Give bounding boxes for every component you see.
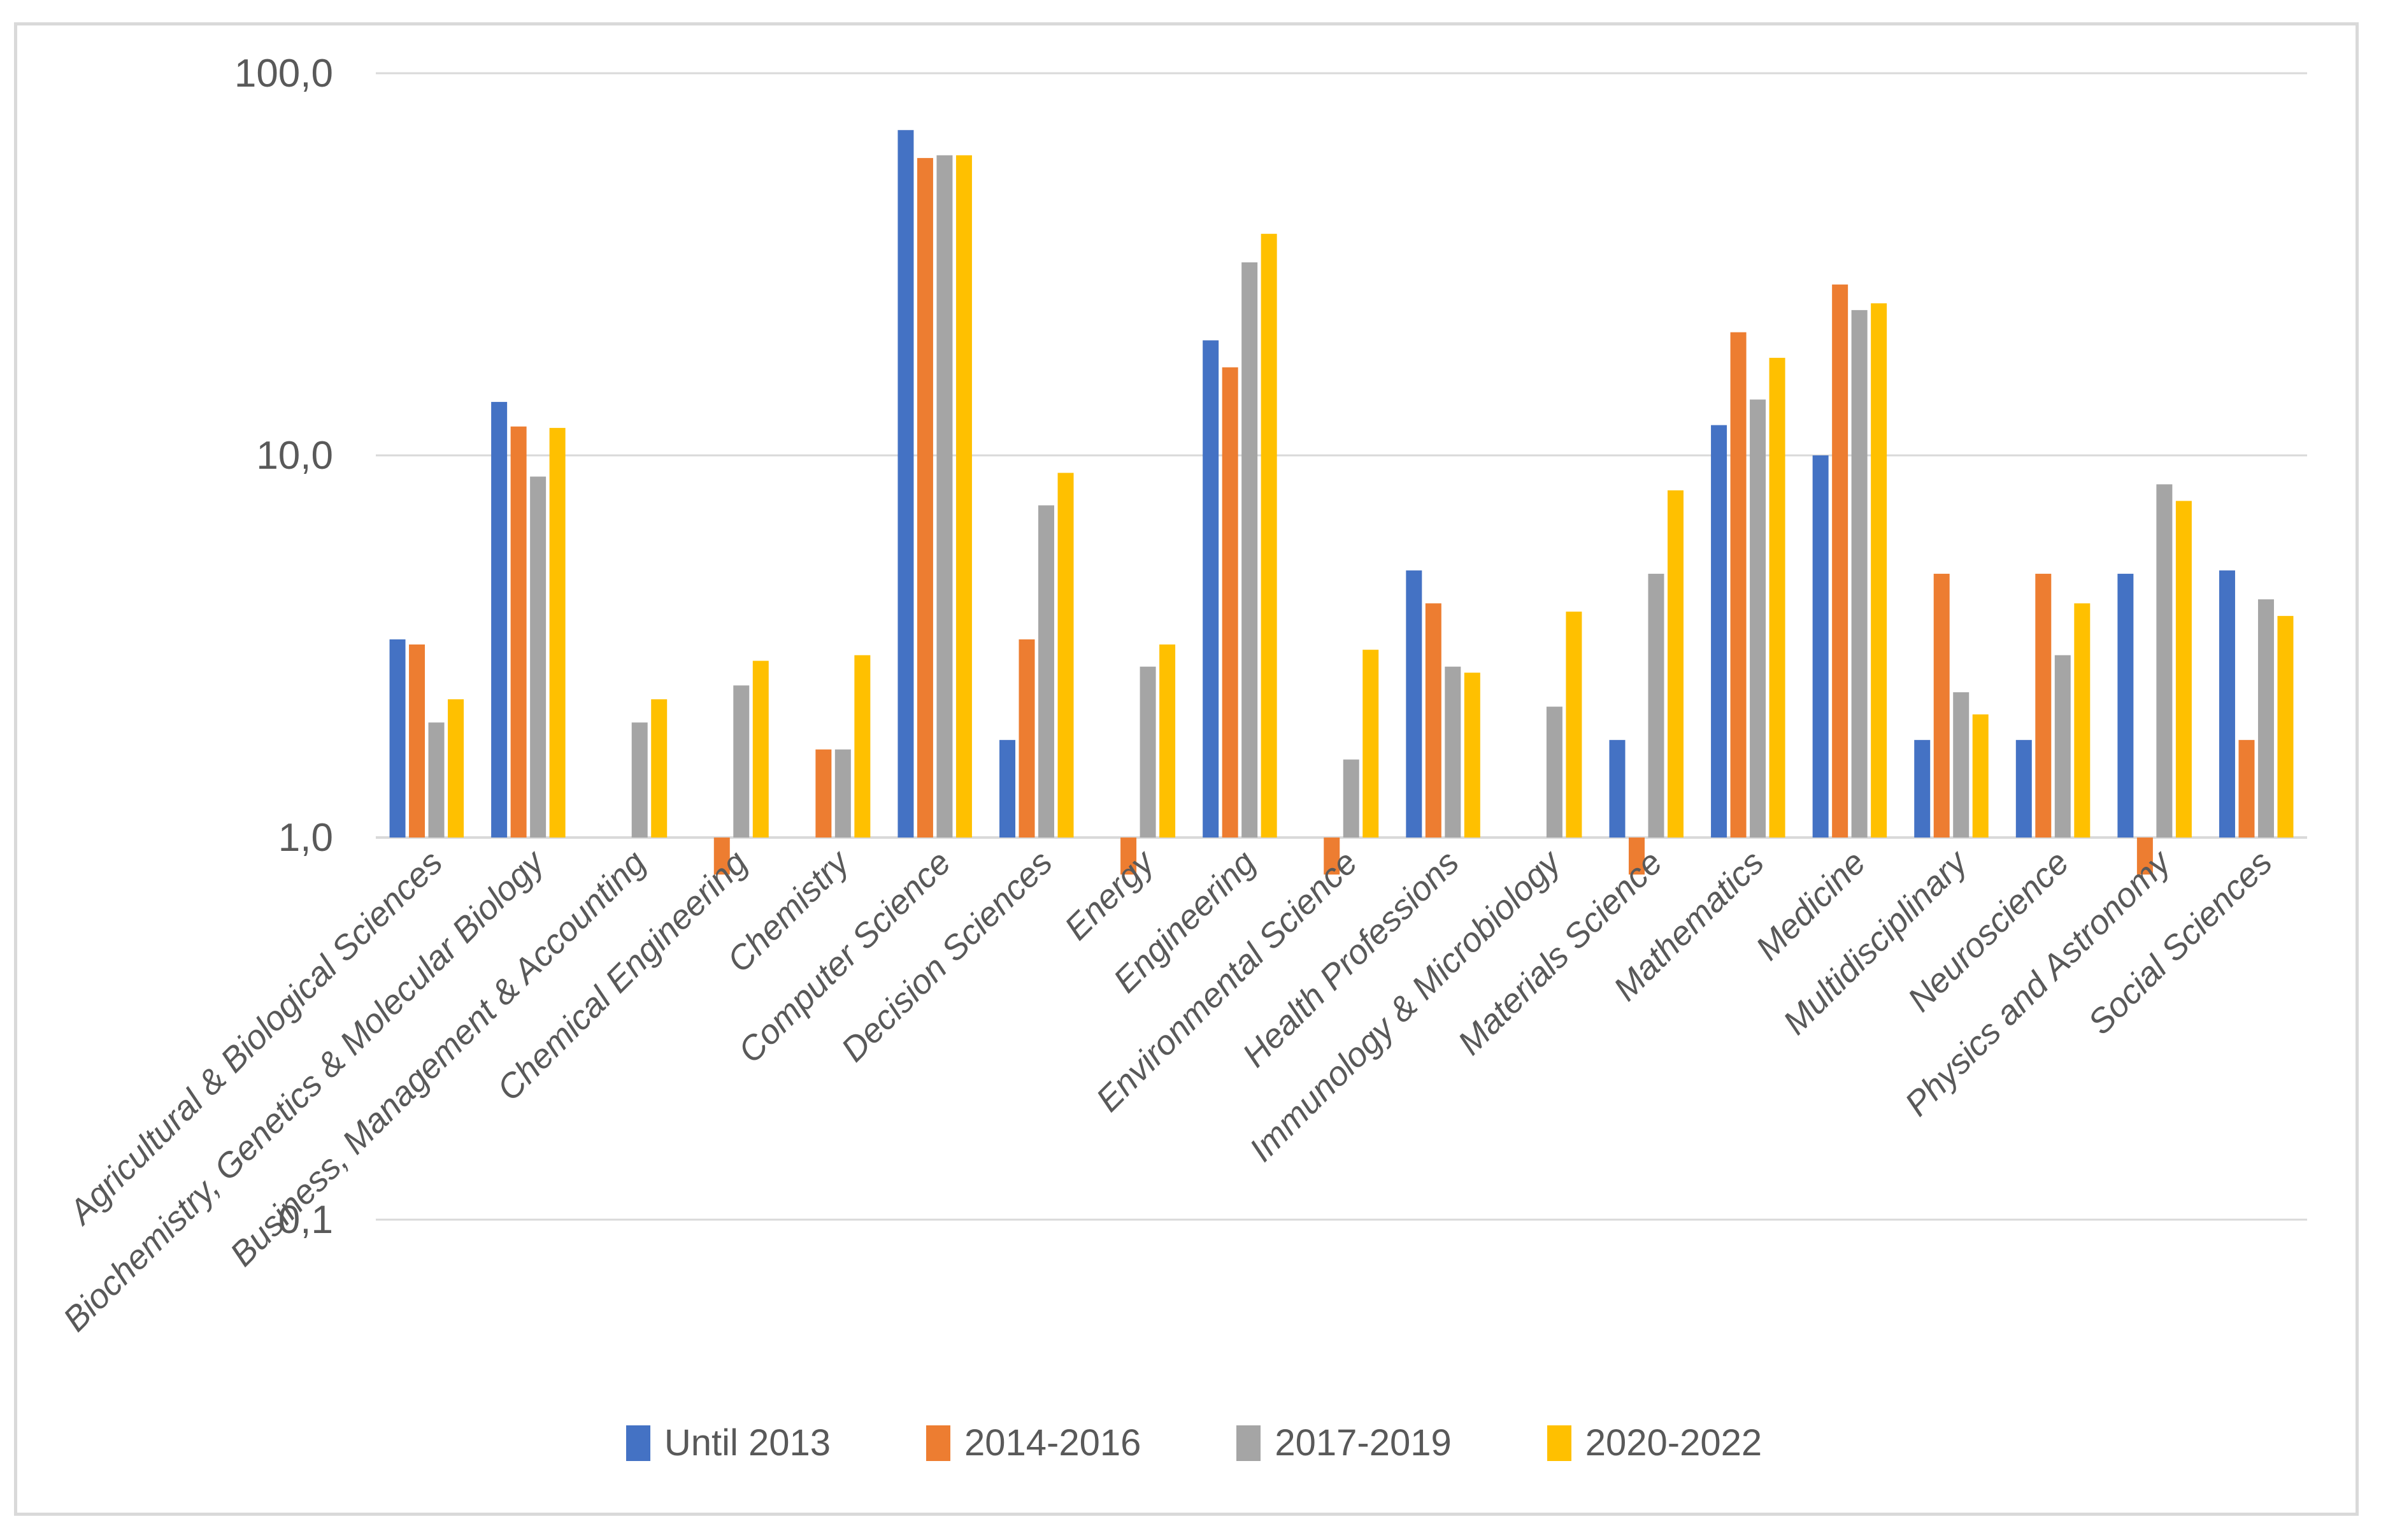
y-tick-label: 100,0 [234, 52, 333, 96]
y-tick-label: 1,0 [278, 816, 333, 860]
bar-series3-cat3 [752, 660, 769, 838]
bar-series1-cat15 [1933, 573, 1950, 838]
bar-series2-cat15 [1953, 692, 1970, 838]
bar-series1-cat1 [510, 426, 527, 838]
legend-swatch [626, 1425, 650, 1461]
bar-series3-cat5 [955, 155, 972, 838]
bar-series1-cat3 [713, 838, 730, 875]
legend-item: 2014-2016 [926, 1422, 1141, 1464]
bar-series1-cat7 [1120, 838, 1137, 875]
bar-series2-cat7 [1140, 666, 1156, 838]
category-label: Social Sciences [2081, 843, 2280, 1042]
bar-series2-cat4 [834, 749, 851, 838]
bar-series3-cat4 [854, 655, 871, 838]
bar-series3-cat8 [1261, 234, 1277, 838]
y-tick-label: 10,0 [256, 434, 333, 478]
legend-swatch [1547, 1425, 1571, 1461]
bar-series0-cat12 [1609, 739, 1626, 838]
bar-series1-cat18 [2238, 739, 2255, 838]
category-label: Biochemistry, Genetics & Molecular Biolo… [56, 842, 553, 1339]
bar-series0-cat13 [1711, 425, 1727, 838]
legend: Until 2013 2014-2016 2017-2019 2020-2022 [0, 1422, 2388, 1464]
legend-label: 2014-2016 [964, 1422, 1141, 1464]
bar-series0-cat10 [1406, 570, 1422, 838]
bar-series0-cat15 [1914, 739, 1931, 838]
bar-series3-cat17 [2175, 501, 2192, 838]
legend-swatch [1236, 1425, 1261, 1461]
bar-series2-cat1 [530, 476, 547, 838]
bar-series2-cat5 [936, 155, 953, 838]
bar-series3-cat15 [1972, 714, 1989, 838]
bar-series3-cat11 [1566, 611, 1582, 838]
bar-series1-cat16 [2035, 573, 2052, 838]
bar-series0-cat5 [897, 130, 914, 838]
bar-series2-cat18 [2257, 599, 2274, 838]
bar-series2-cat11 [1546, 706, 1562, 838]
bar-series3-cat14 [1871, 303, 1887, 838]
bar-series3-cat16 [2074, 603, 2091, 838]
bar-series2-cat0 [428, 722, 445, 838]
bar-series0-cat6 [999, 739, 1016, 838]
bar-series3-cat2 [651, 699, 668, 838]
legend-label: 2020-2022 [1585, 1422, 1762, 1464]
bar-series1-cat14 [1832, 284, 1848, 838]
category-label: Multidisciplinary [1776, 842, 1976, 1042]
category-label: Agricultural & Biological Sciences [61, 843, 450, 1232]
category-label: Business, Management & Accounting [223, 843, 654, 1274]
bar-series3-cat7 [1159, 644, 1176, 838]
bar-series1-cat9 [1324, 838, 1340, 875]
bar-series2-cat3 [733, 685, 750, 838]
bar-series2-cat9 [1343, 759, 1359, 838]
bar-series1-cat6 [1019, 639, 1035, 838]
bar-series3-cat0 [448, 699, 464, 838]
bar-series0-cat8 [1203, 340, 1219, 838]
bar-series3-cat9 [1362, 650, 1379, 838]
bar-series1-cat0 [409, 644, 425, 838]
bar-series2-cat2 [631, 722, 648, 838]
bar-series2-cat17 [2156, 484, 2173, 838]
bar-series1-cat17 [2136, 838, 2153, 875]
bar-series2-cat10 [1445, 666, 1461, 838]
bar-series2-cat12 [1648, 573, 1664, 838]
legend-item: 2020-2022 [1547, 1422, 1762, 1464]
bar-series2-cat14 [1851, 310, 1868, 838]
legend-item: Until 2013 [626, 1422, 831, 1464]
legend-label: 2017-2019 [1275, 1422, 1452, 1464]
bar-series2-cat13 [1750, 399, 1766, 838]
legend-item: 2017-2019 [1236, 1422, 1452, 1464]
bar-series3-cat1 [549, 427, 566, 838]
bar-series0-cat1 [491, 402, 508, 838]
bar-series1-cat12 [1628, 838, 1645, 875]
bar-series0-cat0 [389, 639, 406, 838]
y-tick-label: 0,1 [278, 1198, 333, 1242]
bar-series1-cat10 [1425, 603, 1441, 838]
bar-series1-cat13 [1730, 332, 1747, 838]
bar-series0-cat16 [2015, 739, 2032, 838]
bar-series2-cat6 [1038, 505, 1055, 838]
bar-series1-cat8 [1222, 367, 1238, 838]
legend-swatch [926, 1425, 951, 1461]
legend-label: Until 2013 [664, 1422, 831, 1464]
bar-series3-cat6 [1057, 473, 1074, 838]
bar-series2-cat16 [2054, 655, 2071, 838]
bar-series3-cat13 [1769, 357, 1785, 838]
bar-series1-cat4 [815, 749, 832, 838]
bar-series0-cat17 [2117, 573, 2134, 838]
bar-series2-cat8 [1241, 262, 1258, 838]
bar-series3-cat10 [1464, 673, 1480, 838]
bar-series0-cat18 [2219, 570, 2235, 838]
bar-series1-cat5 [917, 158, 933, 838]
bar-series0-cat14 [1812, 455, 1829, 838]
bar-series3-cat18 [2277, 616, 2294, 838]
bar-series3-cat12 [1667, 490, 1684, 838]
